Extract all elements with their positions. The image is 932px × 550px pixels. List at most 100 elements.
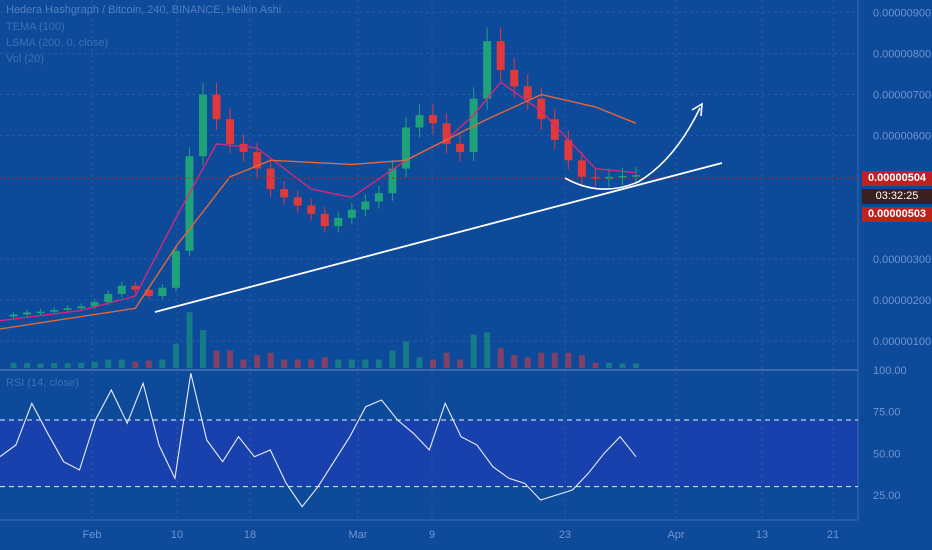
rsi-band bbox=[0, 420, 858, 487]
candle-body bbox=[307, 205, 316, 214]
volume-bar bbox=[132, 361, 139, 368]
volume-bar bbox=[565, 352, 572, 368]
volume-bar bbox=[633, 363, 639, 368]
volume-bar bbox=[159, 359, 166, 368]
volume-bar bbox=[10, 362, 17, 368]
volume-bar bbox=[362, 359, 369, 368]
volume-bar bbox=[348, 359, 355, 368]
time-axis-label: 9 bbox=[429, 529, 435, 541]
volume-bar bbox=[375, 359, 382, 368]
volume-bar bbox=[24, 362, 31, 368]
candle-body bbox=[212, 94, 221, 120]
symbol-title: Hedera Hashgraph / Bitcoin, 240, BINANCE… bbox=[6, 4, 282, 16]
candle-body bbox=[117, 285, 126, 294]
volume-bar bbox=[430, 359, 437, 368]
indicator-volume[interactable]: Vol (20) bbox=[6, 53, 44, 65]
candle-body bbox=[90, 302, 99, 307]
projection-arc bbox=[564, 107, 701, 190]
candle-body bbox=[456, 143, 465, 153]
candle-body bbox=[23, 312, 32, 315]
candle-body bbox=[401, 127, 410, 169]
candle-body bbox=[253, 152, 262, 169]
lsma-line bbox=[0, 93, 637, 330]
candle-body bbox=[388, 168, 397, 194]
candle-body bbox=[239, 143, 248, 153]
volume-bar bbox=[145, 360, 152, 368]
candle-body bbox=[198, 94, 207, 157]
volume-bar bbox=[91, 361, 98, 368]
candle-body bbox=[226, 119, 235, 144]
candle-body bbox=[50, 309, 59, 312]
candle-body bbox=[618, 175, 627, 178]
candle-body bbox=[361, 201, 370, 210]
candle-body bbox=[77, 306, 86, 309]
time-axis-label: Feb bbox=[83, 529, 102, 541]
volume-bars bbox=[10, 312, 639, 368]
time-axis-label: 23 bbox=[559, 529, 571, 541]
candle-body bbox=[185, 156, 194, 251]
time-axis-label: Apr bbox=[667, 529, 684, 541]
time-axis-label: 18 bbox=[244, 529, 256, 541]
volume-bar bbox=[281, 359, 288, 368]
volume-bar bbox=[240, 359, 247, 368]
candle-body bbox=[591, 176, 600, 179]
volume-bar bbox=[335, 359, 342, 368]
volume-bar bbox=[402, 341, 409, 368]
volume-bar bbox=[457, 359, 464, 368]
price-scale: 0.00000900 0.00000800 0.00000700 0.00000600… bbox=[873, 7, 931, 348]
volume-bar bbox=[511, 355, 518, 368]
time-axis-label: 10 bbox=[171, 529, 183, 541]
trendline bbox=[154, 162, 723, 313]
volume-bar bbox=[484, 332, 491, 368]
volume-bar bbox=[254, 355, 261, 368]
time-axis: Feb 10 18 Mar 9 23 Apr 13 21 bbox=[83, 529, 840, 541]
current-price-badge: 0.00000504 bbox=[862, 171, 932, 186]
candle-body bbox=[131, 285, 140, 290]
price-tick-label: 0.00000600 bbox=[873, 131, 931, 143]
candle-body bbox=[415, 115, 424, 128]
volume-bar bbox=[416, 357, 423, 368]
candle-body bbox=[9, 314, 18, 317]
countdown-badge: 03:32:25 bbox=[862, 189, 932, 204]
volume-bar bbox=[389, 350, 396, 368]
volume-bar bbox=[551, 352, 558, 368]
candle-body bbox=[429, 115, 438, 124]
volume-bar bbox=[294, 359, 301, 368]
volume-bar bbox=[51, 363, 58, 368]
candle-body bbox=[320, 213, 329, 227]
candle-body bbox=[293, 197, 302, 206]
rsi-label[interactable]: RSI (14, close) bbox=[6, 377, 79, 389]
candle-body bbox=[537, 98, 546, 120]
candle-body bbox=[483, 41, 492, 99]
volume-bar bbox=[213, 350, 220, 368]
projection-arrow-head bbox=[691, 102, 703, 117]
candle-body bbox=[144, 289, 153, 296]
price-tick-label: 0.00000200 bbox=[873, 295, 931, 307]
volume-bar bbox=[524, 357, 531, 368]
price-tick-label: 0.00000300 bbox=[873, 254, 931, 266]
candle-body bbox=[374, 193, 383, 202]
price-tick-label: 0.00000800 bbox=[873, 48, 931, 60]
candle-body bbox=[280, 189, 289, 198]
candle-body bbox=[347, 209, 356, 218]
volume-bar bbox=[308, 359, 315, 368]
volume-bar bbox=[186, 312, 193, 368]
volume-bar bbox=[470, 334, 477, 368]
price-tick-label: 0.00000100 bbox=[873, 336, 931, 348]
volume-bar bbox=[37, 363, 44, 368]
indicator-lsma[interactable]: LSMA (200, 0, close) bbox=[6, 37, 109, 49]
time-axis-label: 13 bbox=[756, 529, 768, 541]
candle-body bbox=[564, 139, 573, 161]
rsi-tick-label: 100.00 bbox=[873, 365, 907, 377]
volume-bar bbox=[443, 352, 450, 368]
candle-body bbox=[104, 293, 113, 303]
candle-body bbox=[632, 175, 640, 177]
time-axis-label: 21 bbox=[827, 529, 839, 541]
candle-body bbox=[442, 123, 451, 144]
rsi-line bbox=[0, 373, 637, 508]
candle-body bbox=[334, 217, 343, 227]
candle-body bbox=[158, 287, 167, 296]
indicator-tema[interactable]: TEMA (100) bbox=[6, 21, 65, 33]
volume-bar bbox=[321, 357, 328, 368]
volume-bar bbox=[538, 352, 545, 368]
